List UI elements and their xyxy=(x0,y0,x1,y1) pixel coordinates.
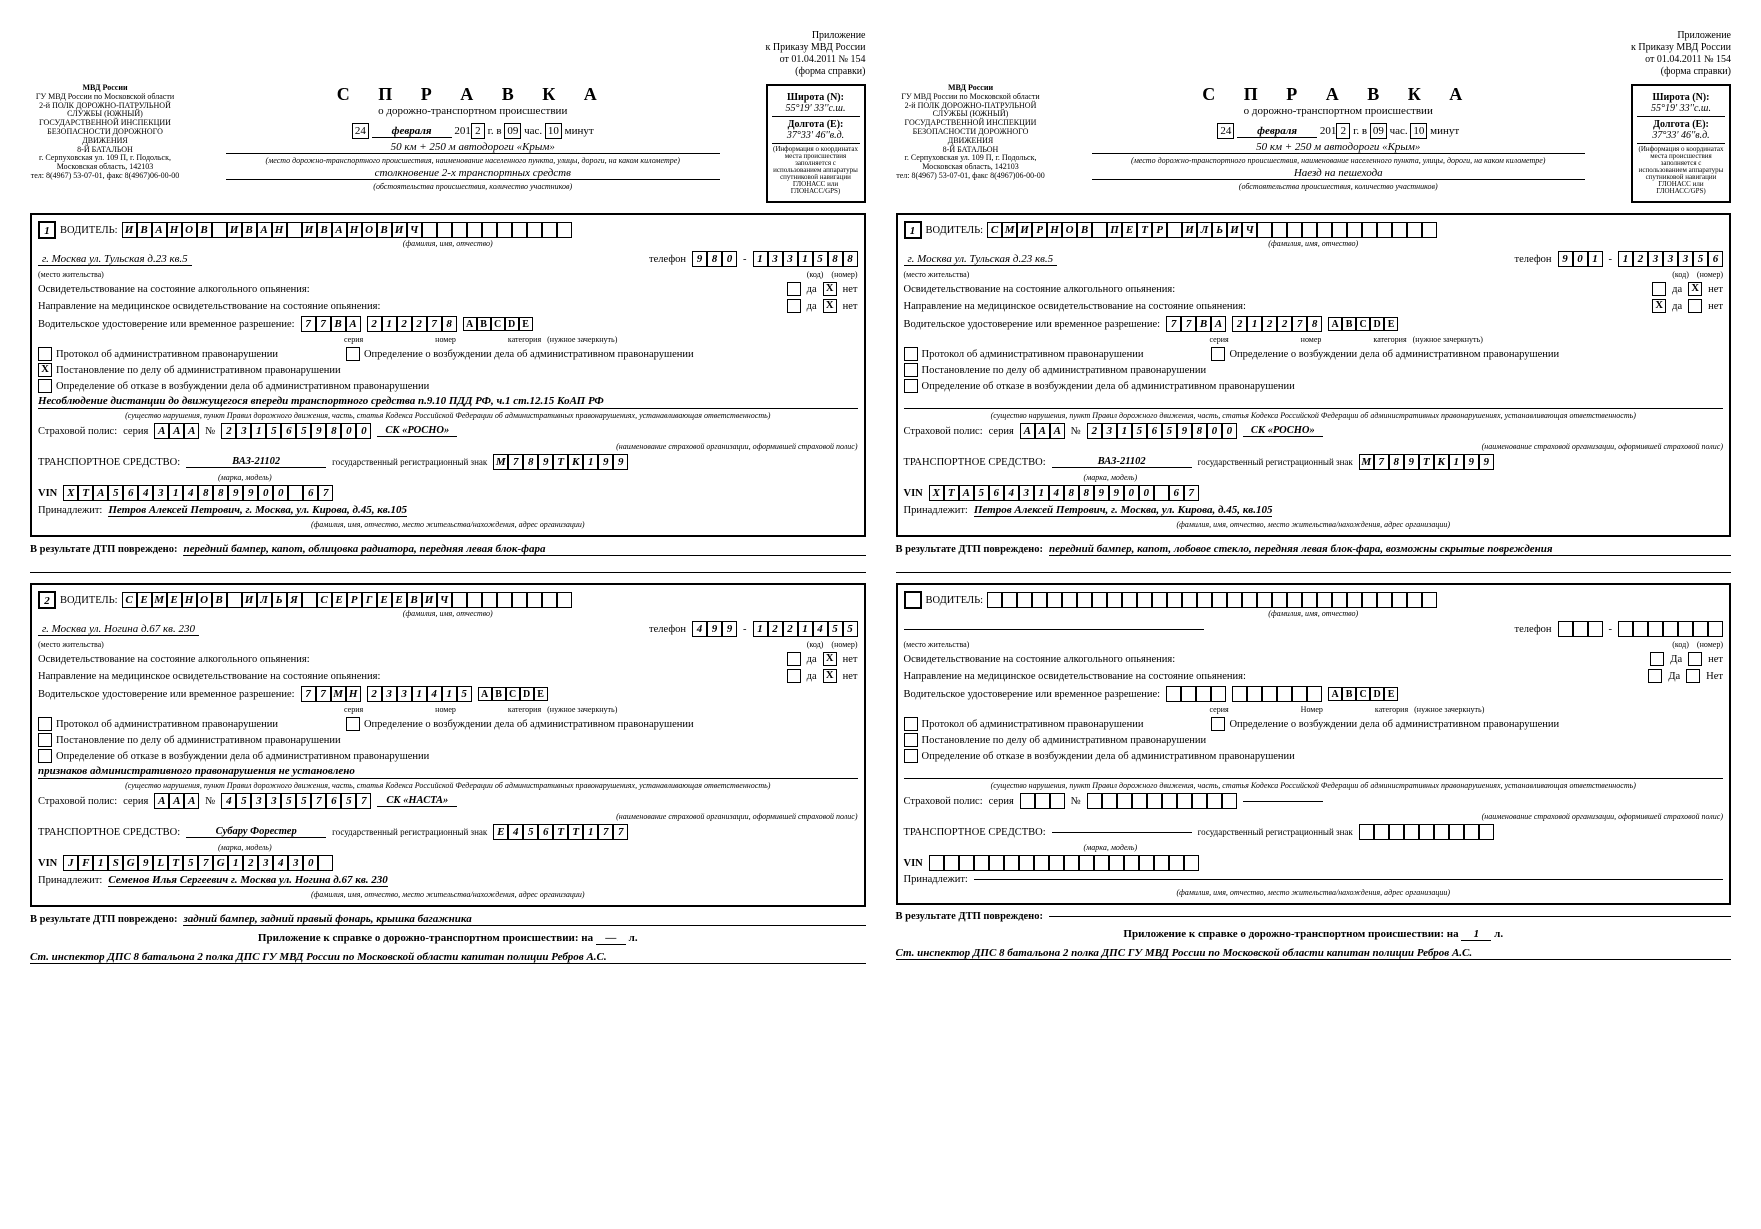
driver-name-cells: ИВАНОВ ИВАН ИВАНОВИЧ xyxy=(122,222,572,238)
title: С П Р А В К А о дорожно-транспортном про… xyxy=(186,84,760,117)
attachment-line: Приложение к справке о дорожно-транспорт… xyxy=(30,932,866,945)
driver-block-1: 1 ВОДИТЕЛЬ: ИВАНОВ ИВАН ИВАНОВИЧ (фамили… xyxy=(30,213,866,537)
document-left: Приложение к Приказу МВД России от 01.04… xyxy=(20,20,876,974)
phone-code: 980 xyxy=(692,251,737,267)
gos-number: М789ТК199 xyxy=(493,454,628,470)
document-right: Приложение к Приказу МВД России от 01.04… xyxy=(886,20,1742,974)
checkbox-da xyxy=(787,282,801,296)
owner: Петров Алексей Петрович, г. Москва, ул. … xyxy=(108,504,407,517)
appendix-note: Приложение к Приказу МВД России от 01.04… xyxy=(896,30,1732,78)
driver-address: г. Москва ул. Тульская д.23 кв.5 xyxy=(38,253,192,266)
location: 50 км + 250 м автодороги «Крым» xyxy=(226,141,720,154)
insurance-company: СК «РОСНО» xyxy=(377,425,457,437)
vin: XTA564314889900 67 xyxy=(63,485,333,501)
driver-block-1: 1 ВОДИТЕЛЬ: СМИРНОВ ПЕТР ИЛЬИЧ (фамилия,… xyxy=(896,213,1732,537)
lic-series: 77ВА xyxy=(301,316,361,332)
vehicle-model: ВАЗ-21102 xyxy=(186,456,326,468)
driver-num: 1 xyxy=(38,221,56,239)
driver-block-2: ВОДИТЕЛЬ: (фамилия, имя, отчество) телеф… xyxy=(896,583,1732,905)
phone-num: 1331588 xyxy=(753,251,858,267)
appendix-note: Приложение к Приказу МВД России от 01.04… xyxy=(30,30,866,78)
agency-header: МВД России ГУ МВД России по Московской о… xyxy=(30,84,180,181)
agency-header: МВД России ГУ МВД России по Московской о… xyxy=(896,84,1046,181)
damage-text: передний бампер, капот, облицовка радиат… xyxy=(183,543,865,556)
inspector-signature: Ст. инспектор ДПС 8 батальона 2 полка ДП… xyxy=(30,951,866,964)
checkbox-net: X xyxy=(823,282,837,296)
coords-box: Широта (N):55°19' 33''с.ш. Долгота (E):3… xyxy=(766,84,866,203)
date-line: 24 февраля 2012 г. в 09 час. 10 минут xyxy=(186,123,760,139)
driver-block-2: 2 ВОДИТЕЛЬ: СЕМЕНОВ ИЛЬЯ СЕРГЕЕВИЧ (фами… xyxy=(30,583,866,907)
lic-cat: ABCDE xyxy=(463,317,533,331)
lic-number: 212278 xyxy=(367,316,457,332)
circumstances: столкновение 2-х транспортных средств xyxy=(226,167,720,180)
violation-text: Несоблюдение дистанции до движущегося вп… xyxy=(38,395,858,409)
